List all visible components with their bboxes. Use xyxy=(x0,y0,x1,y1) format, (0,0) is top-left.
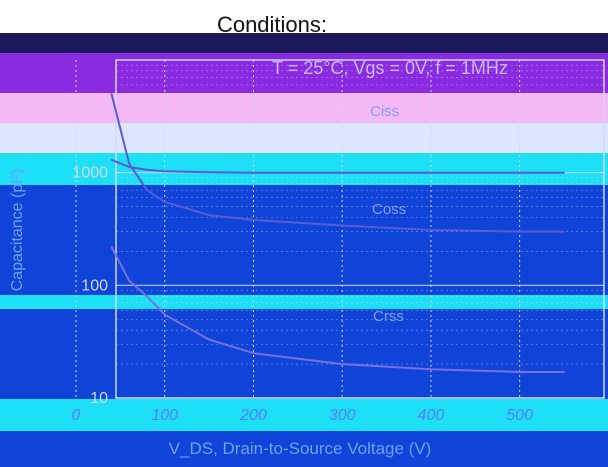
series-point-crss xyxy=(128,279,131,282)
series-point-crss xyxy=(146,295,148,298)
x-tick-label: 200 xyxy=(239,407,267,424)
series-point-crss xyxy=(163,313,166,316)
series-point-crss xyxy=(110,245,113,248)
series-point-ciss xyxy=(430,171,432,174)
blue-band-bottom xyxy=(0,431,608,467)
series-point-crss xyxy=(430,368,432,371)
series-point-crss xyxy=(341,363,343,365)
y-tick-label: 1000 xyxy=(72,165,108,182)
cyan-band-mid xyxy=(0,295,608,309)
series-point-coss xyxy=(563,230,565,233)
series-line-ciss xyxy=(111,158,564,174)
series-point-ciss xyxy=(518,171,521,174)
y-axis-label: Capacitance (pF) xyxy=(9,169,26,292)
series-point-crss xyxy=(252,352,255,354)
series-point-ciss xyxy=(146,169,148,171)
series-label-ciss: Ciss xyxy=(370,103,399,120)
white-band xyxy=(0,123,608,153)
series-point-coss xyxy=(208,214,210,216)
series-point-coss xyxy=(146,189,148,191)
series-point-coss xyxy=(163,201,166,203)
cyan-band-axis xyxy=(0,399,608,431)
y-tick-labels: 1000 100 10 xyxy=(72,165,108,407)
cyan-band-top xyxy=(0,153,608,185)
y-tick-label: 10 xyxy=(90,390,108,407)
series-point-ciss xyxy=(563,171,565,174)
x-tick-labels: 0 100 200 300 400 500 xyxy=(72,407,534,424)
blue-band-lower xyxy=(0,309,608,399)
blue-band-main xyxy=(0,185,608,295)
series-point-ciss xyxy=(128,166,131,168)
series-point-coss xyxy=(128,162,131,165)
x-tick-label: 400 xyxy=(418,407,445,424)
x-axis-label: V_DS, Drain-to-Source Voltage (V) xyxy=(169,439,432,458)
top-dark-band xyxy=(0,33,608,53)
series-point-ciss xyxy=(163,170,166,173)
series-label-coss: Coss xyxy=(372,201,406,218)
series-point-coss xyxy=(518,230,521,233)
series-point-ciss xyxy=(208,171,210,173)
series-point-crss xyxy=(518,371,521,373)
x-tick-label: 500 xyxy=(506,407,533,424)
series-point-ciss xyxy=(110,159,113,161)
series-line-crss xyxy=(110,246,564,373)
pink-band xyxy=(0,93,608,123)
series-point-coss xyxy=(430,229,432,231)
x-tick-label: 0 xyxy=(72,407,81,424)
series-point-ciss xyxy=(252,171,255,174)
series-line-coss xyxy=(110,93,564,233)
conditions-label: Conditions: xyxy=(217,12,327,37)
series-point-crss xyxy=(563,371,565,373)
series-group xyxy=(110,93,565,373)
series-labels: Ciss Coss Crss xyxy=(370,103,406,325)
y-tick-label: 100 xyxy=(81,277,108,294)
series-point-ciss xyxy=(341,171,343,174)
series-point-coss xyxy=(341,224,343,227)
series-point-crss xyxy=(208,338,210,341)
series-point-coss xyxy=(252,219,255,221)
series-point-coss xyxy=(110,93,113,95)
series-label-crss: Crss xyxy=(373,308,404,325)
conditions-text: T = 25°C, Vgs = 0V, f = 1MHz xyxy=(272,58,508,78)
x-tick-label: 300 xyxy=(329,407,356,424)
x-tick-label: 100 xyxy=(151,407,178,424)
